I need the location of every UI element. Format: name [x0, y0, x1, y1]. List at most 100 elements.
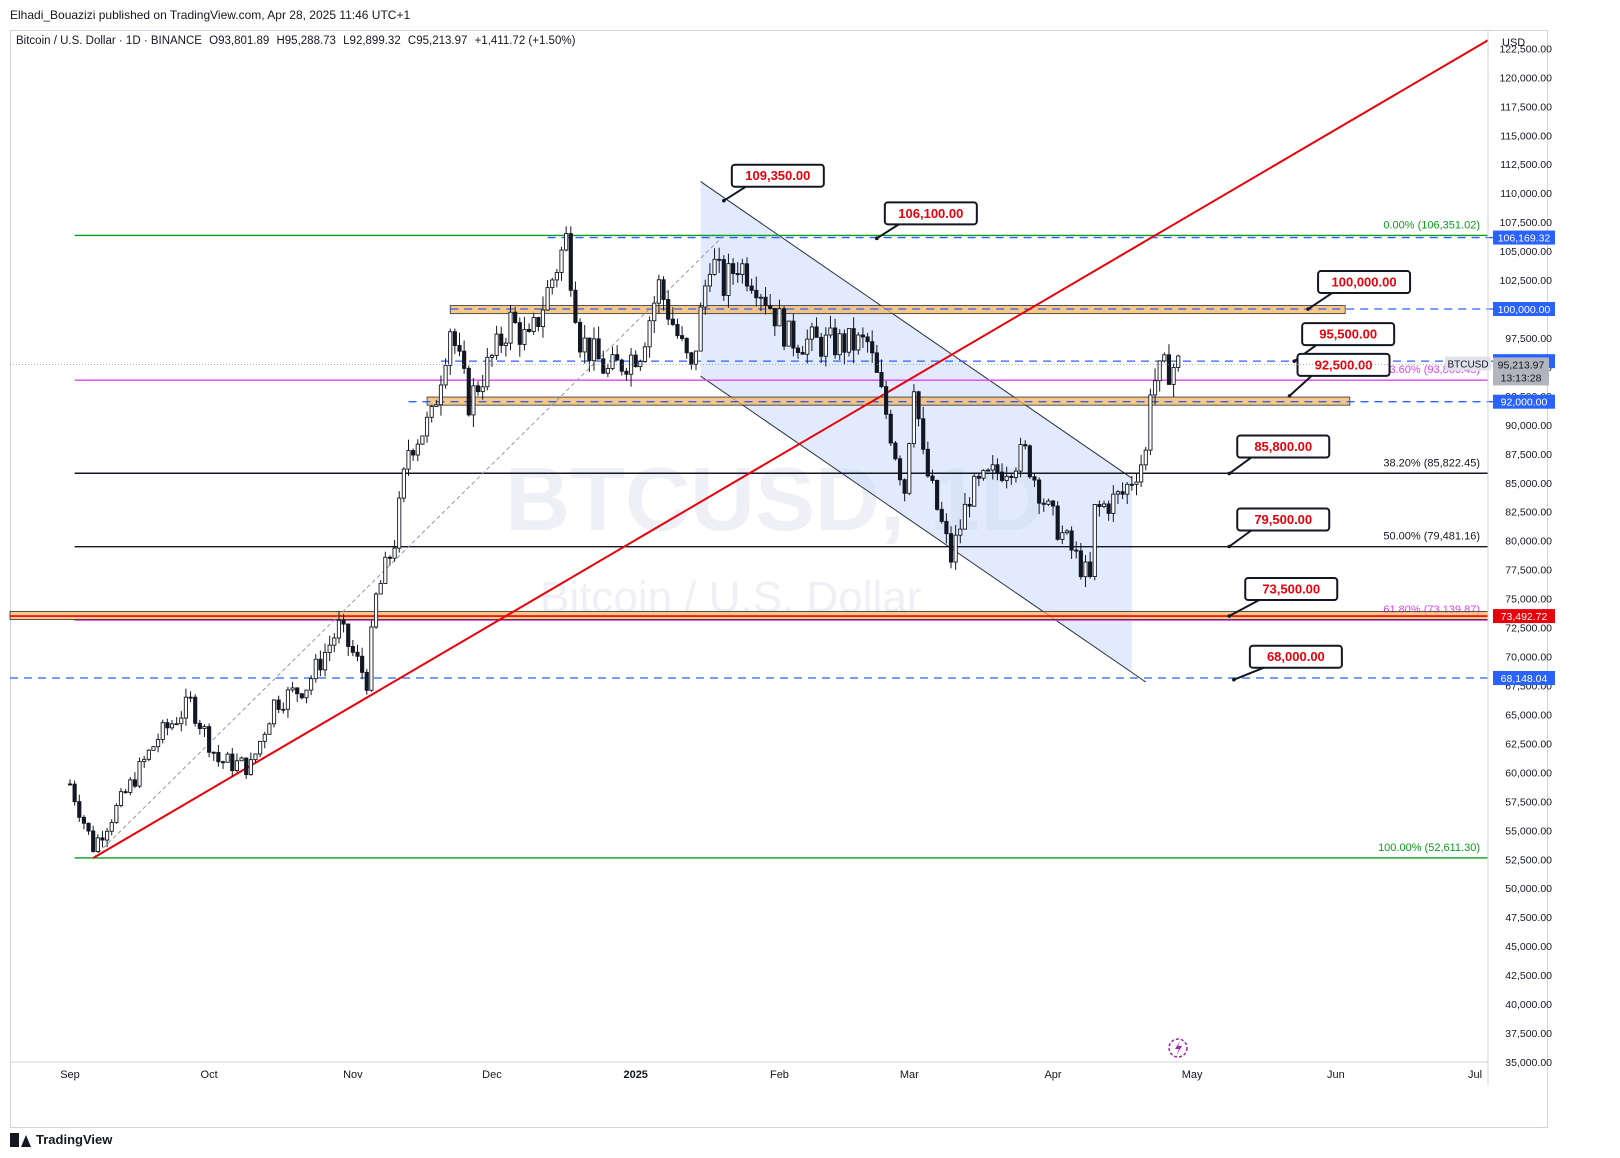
candle-body	[559, 249, 564, 273]
candle-body	[587, 337, 592, 362]
candle-body	[350, 645, 355, 653]
price-tag-label: 100,000.00	[1498, 304, 1551, 316]
y-tick-label: 47,500.00	[1505, 912, 1552, 924]
candle-body	[962, 503, 968, 530]
tradingview-logo-icon	[10, 1132, 32, 1147]
candle-body	[373, 593, 379, 628]
y-tick-label: 77,500.00	[1505, 565, 1552, 577]
candle-body	[526, 328, 532, 332]
candle-body	[545, 287, 550, 311]
candle-body	[814, 326, 819, 338]
x-tick-label: Nov	[343, 1069, 363, 1081]
candle-body	[893, 442, 898, 460]
candle-body	[615, 354, 620, 361]
candle-body	[378, 582, 383, 595]
price-tag-label: 68,148.04	[1501, 673, 1548, 685]
candle-body	[95, 837, 100, 852]
candle-body	[466, 367, 471, 416]
candle-body	[1018, 444, 1023, 472]
candle-body	[443, 364, 448, 386]
candle-body	[902, 479, 907, 494]
candle-body	[276, 699, 281, 710]
candle-body	[1129, 483, 1134, 486]
candle-body	[1125, 483, 1130, 495]
candle-body	[758, 296, 763, 299]
channel-upper-line	[700, 181, 1133, 479]
y-tick-label: 110,000.00	[1500, 188, 1552, 200]
events-lightning-icon	[1168, 1038, 1188, 1058]
callout-pointer	[876, 223, 900, 240]
candles	[67, 226, 1181, 853]
candle-body	[295, 687, 300, 695]
candle-body	[823, 334, 828, 357]
candle-body	[647, 320, 652, 348]
candle-body	[828, 327, 833, 336]
candle-body	[262, 733, 267, 742]
candle-body	[680, 335, 685, 339]
candle-body	[114, 805, 119, 823]
price-axis-currency: USD	[1502, 37, 1525, 49]
fib-trend-line	[92, 235, 725, 859]
candle-body	[165, 722, 170, 729]
candle-body	[791, 320, 796, 349]
candle-body	[1074, 549, 1079, 552]
y-tick-label: 40,000.00	[1505, 999, 1552, 1011]
callout-label: 79,500.00	[1254, 512, 1312, 527]
candle-body	[1037, 479, 1042, 504]
candle-body	[142, 758, 147, 762]
tradingview-brand[interactable]: TradingView	[10, 1132, 112, 1147]
candle-body	[1050, 500, 1056, 507]
candle-body	[874, 352, 879, 373]
candle-body	[967, 503, 972, 507]
candle-body	[591, 338, 597, 362]
candle-body	[652, 302, 657, 322]
candle-body	[1176, 355, 1181, 368]
legend-low: L92,899.32	[343, 35, 401, 47]
candle-body	[508, 311, 513, 344]
candle-body	[1046, 500, 1051, 505]
candle-body	[1092, 503, 1097, 578]
legend-change: +1,411.72 (+1.50%)	[474, 35, 576, 47]
callout-pointer	[1228, 529, 1252, 548]
y-tick-label: 72,500.00	[1505, 623, 1552, 635]
candle-body	[355, 651, 360, 657]
callout-label: 109,350.00	[745, 168, 810, 183]
y-tick-label: 80,000.00	[1505, 536, 1552, 548]
candle-body	[1023, 444, 1028, 447]
candle-body	[369, 626, 374, 691]
callout-box	[1248, 644, 1343, 669]
candle-body	[411, 450, 416, 456]
y-tick-label: 82,500.00	[1505, 507, 1552, 519]
candle-body	[1120, 491, 1125, 495]
candle-body	[137, 761, 142, 787]
candle-body	[888, 413, 893, 444]
y-tick-label: 90,000.00	[1505, 420, 1552, 432]
candle-body	[1055, 505, 1060, 540]
candle-body	[281, 708, 286, 711]
candle-body	[415, 443, 420, 456]
candle-body	[986, 469, 991, 472]
candle-body	[948, 533, 954, 563]
candle-body	[406, 450, 411, 470]
candle-body	[842, 333, 847, 353]
candle-body	[457, 345, 462, 352]
callout-pointer	[1307, 292, 1333, 310]
candle-body	[336, 619, 342, 639]
candle-body	[267, 723, 272, 735]
y-tick-label: 62,500.00	[1505, 738, 1552, 750]
candle-body	[1009, 475, 1014, 478]
price-tag-bg	[1493, 671, 1555, 686]
candle-body	[91, 830, 96, 852]
candle-body	[935, 479, 940, 510]
candle-body	[105, 830, 110, 841]
candle-body	[100, 837, 105, 841]
candle-body	[1041, 502, 1046, 505]
candle-body	[642, 346, 648, 362]
candle-body	[462, 350, 467, 369]
legend-high: H95,288.73	[276, 35, 336, 47]
candle-body	[661, 279, 666, 300]
candle-body	[392, 547, 397, 559]
callout-label: 100,000.00	[1332, 275, 1397, 290]
candle-body	[972, 475, 977, 507]
